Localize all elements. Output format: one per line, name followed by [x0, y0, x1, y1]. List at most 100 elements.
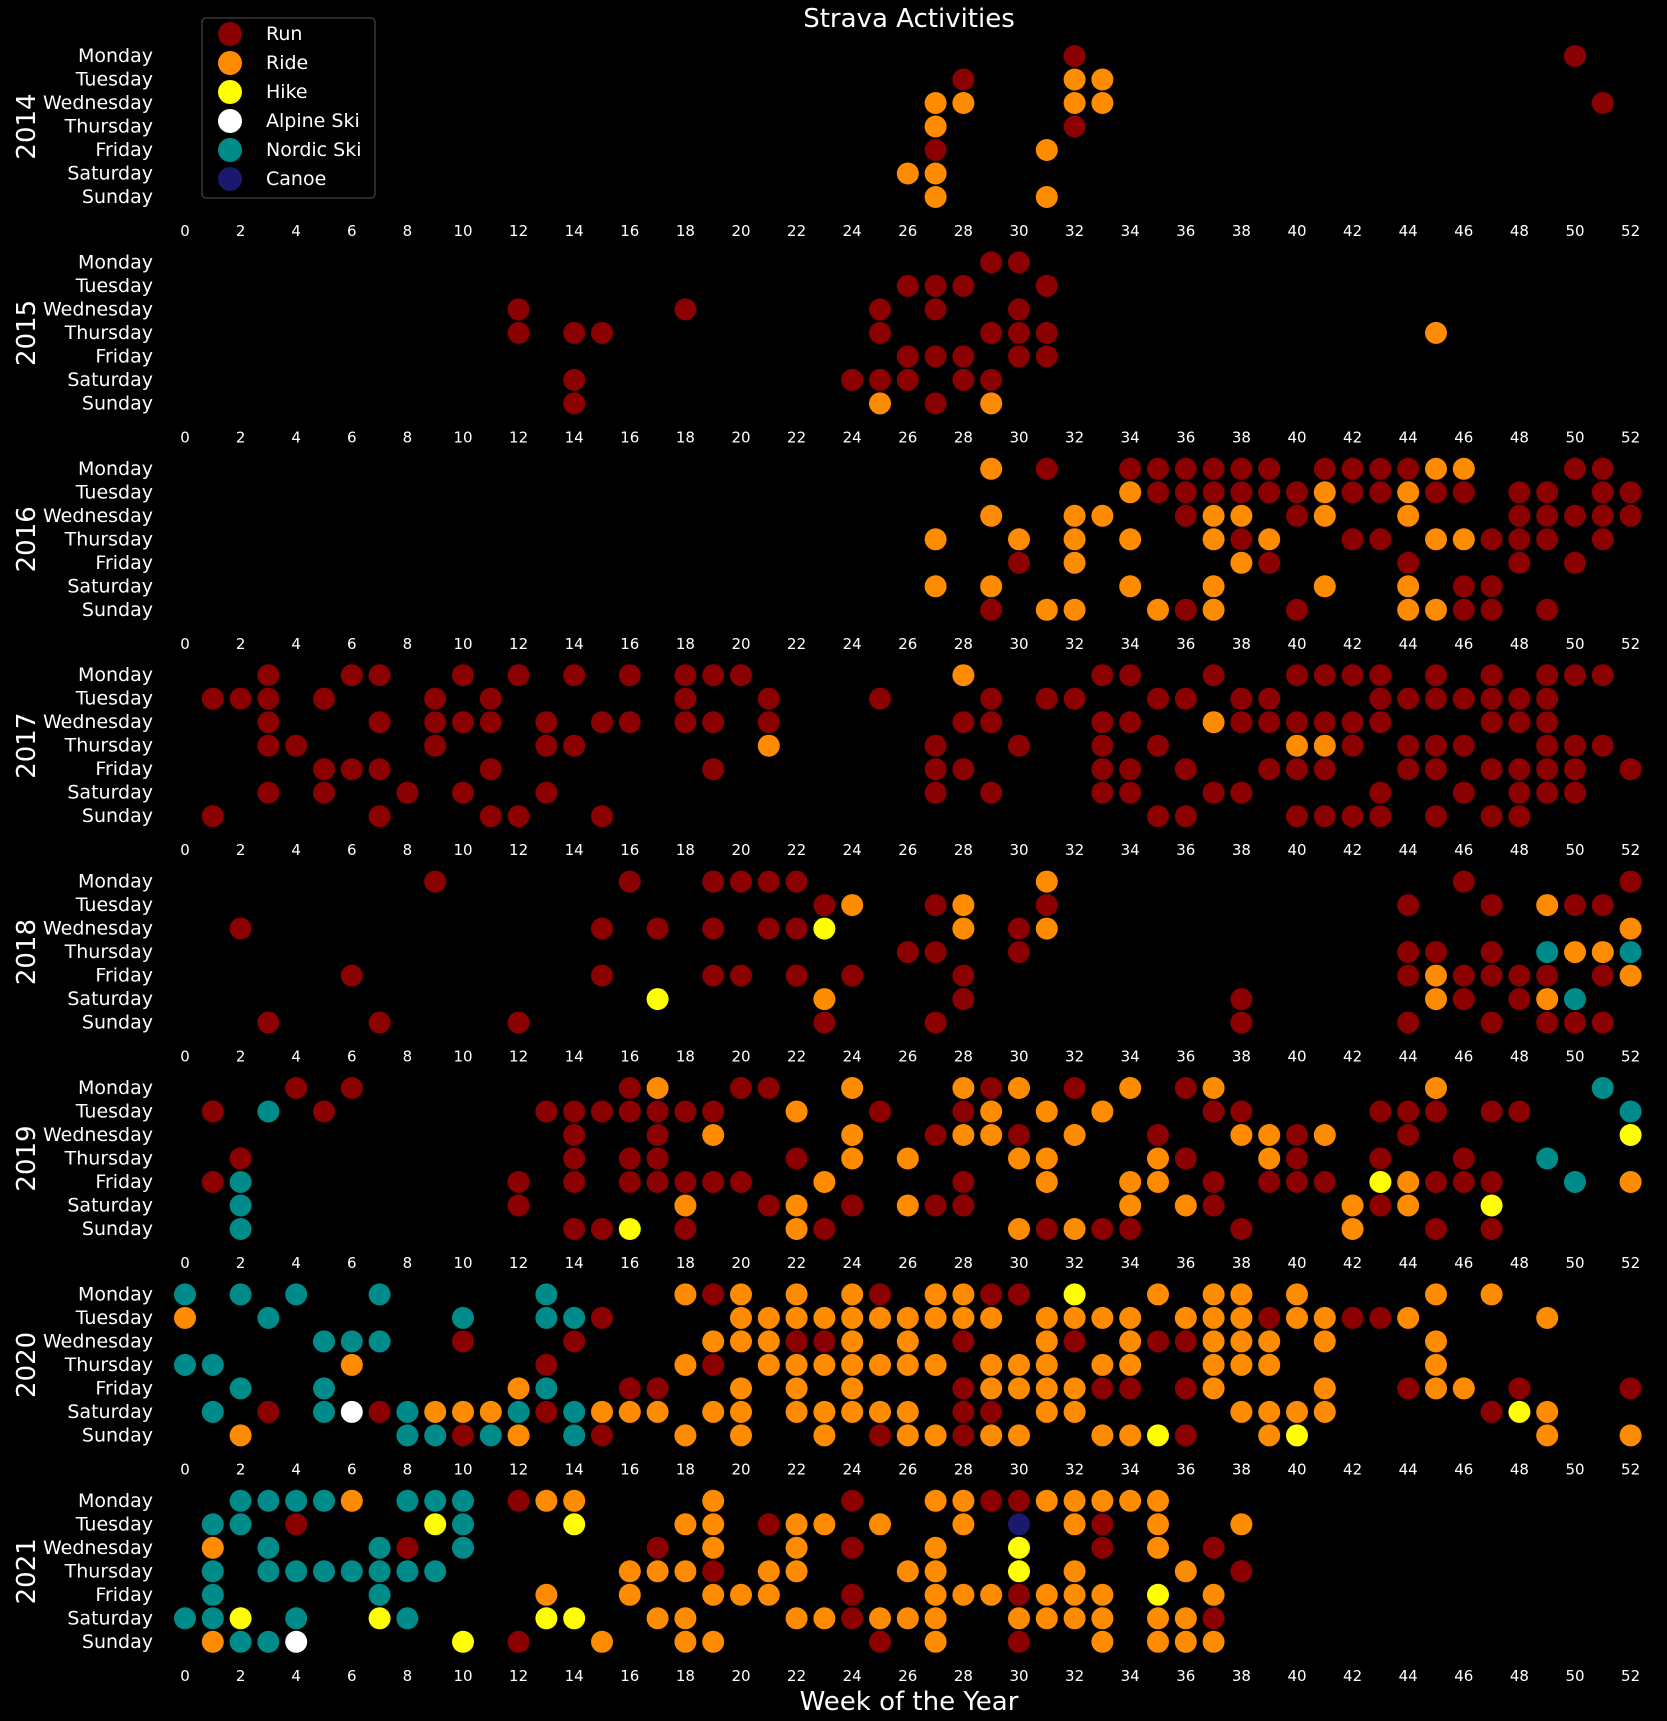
activity-point-ride [785, 1607, 808, 1630]
activity-point-hike [1508, 1400, 1531, 1423]
activity-point-run [479, 758, 502, 781]
activity-point-run [1230, 711, 1253, 734]
activity-point-ride [924, 1424, 947, 1447]
activity-point-run [1313, 457, 1336, 480]
activity-point-run [1369, 528, 1392, 551]
x-tick-label: 2 [236, 1048, 246, 1066]
activity-point-run [1174, 1377, 1197, 1400]
day-label: Friday [95, 345, 153, 367]
x-tick-label: 36 [1176, 1460, 1195, 1478]
activity-point-run [1258, 687, 1281, 710]
activity-point-run [1174, 1424, 1197, 1447]
activity-point-ride [1397, 598, 1420, 621]
x-tick-label: 8 [403, 222, 413, 240]
day-label: Thursday [64, 941, 153, 963]
activity-point-ride [1063, 1377, 1086, 1400]
x-tick-label: 26 [898, 222, 917, 240]
activity-point-run [591, 321, 613, 344]
activity-point-run [896, 941, 919, 964]
activity-point-run [924, 298, 947, 321]
activity-point-ride [813, 1513, 836, 1536]
activity-point-nordic-ski [1619, 941, 1642, 964]
activity-point-ride [702, 1330, 725, 1353]
activity-point-ride [702, 1400, 725, 1423]
activity-point-run [1564, 664, 1586, 687]
activity-point-run [702, 1171, 725, 1193]
year-panels: 2014MondayTuesdayWednesdayThursdayFriday… [12, 45, 1642, 1685]
activity-point-hike [535, 1607, 558, 1630]
x-tick-label: 50 [1565, 1048, 1584, 1066]
activity-point-ride [952, 92, 975, 114]
activity-point-run [1369, 781, 1392, 804]
x-tick-label: 38 [1232, 1460, 1251, 1478]
activity-point-run [1480, 1011, 1503, 1034]
activity-point-run [1536, 964, 1559, 987]
activity-point-nordic-ski [1564, 988, 1586, 1011]
activity-point-ride [1035, 1353, 1058, 1376]
x-tick-label: 26 [898, 428, 917, 446]
x-tick-label: 42 [1343, 1667, 1362, 1685]
activity-point-run [1591, 734, 1614, 757]
activity-point-run [952, 368, 975, 391]
activity-point-run [1091, 758, 1114, 781]
activity-point-hike [1147, 1583, 1169, 1606]
x-tick-label: 10 [453, 1048, 472, 1066]
activity-point-run [924, 139, 947, 161]
activity-point-run [1619, 758, 1642, 781]
x-tick-label: 38 [1232, 222, 1251, 240]
activity-point-run [702, 758, 725, 781]
activity-point-nordic-ski [174, 1353, 196, 1376]
year-label: 2015 [12, 300, 42, 366]
activity-point-nordic-ski [313, 1400, 335, 1423]
activity-point-ride [1397, 504, 1420, 527]
activity-point-run [730, 964, 752, 987]
activity-point-run [1508, 1377, 1531, 1400]
activity-point-run [869, 298, 891, 321]
activity-point-run [285, 1077, 308, 1099]
x-tick-label: 24 [843, 222, 862, 240]
activity-point-run [1480, 894, 1503, 917]
activity-point-run [1063, 1330, 1086, 1353]
activity-point-run [1369, 457, 1392, 480]
activity-point-ride [229, 1424, 252, 1447]
activity-point-ride [1119, 1306, 1142, 1329]
activity-point-run [257, 734, 280, 757]
activity-point-ride [1035, 598, 1058, 621]
day-label: Tuesday [75, 481, 153, 503]
activity-point-run [1008, 1583, 1030, 1606]
activity-point-ride [924, 115, 947, 138]
activity-point-run [1369, 1100, 1392, 1123]
x-tick-label: 22 [787, 635, 806, 653]
activity-point-run [1230, 1011, 1253, 1034]
activity-point-ride [1480, 1283, 1503, 1306]
activity-point-run [257, 1011, 280, 1034]
activity-point-ride [1174, 1607, 1197, 1630]
activity-point-run [1230, 481, 1253, 504]
activity-point-ride [896, 1607, 919, 1630]
activity-point-ride [1619, 917, 1642, 940]
x-tick-label: 52 [1621, 1048, 1640, 1066]
x-tick-label: 4 [291, 222, 301, 240]
activity-point-ride [1147, 1513, 1169, 1536]
x-tick-label: 34 [1121, 1667, 1140, 1685]
x-tick-label: 44 [1399, 841, 1418, 859]
day-label: Friday [95, 1584, 153, 1606]
activity-point-run [618, 1147, 641, 1170]
activity-point-ride [674, 1424, 697, 1447]
activity-point-ride [980, 575, 1003, 598]
activity-point-run [1480, 598, 1503, 621]
activity-point-ride [980, 1353, 1003, 1376]
activity-point-ride [1091, 1607, 1114, 1630]
activity-point-run [563, 664, 586, 687]
activity-point-ride [1174, 1630, 1197, 1653]
day-label: Wednesday [43, 92, 153, 114]
x-tick-label: 30 [1009, 1254, 1028, 1272]
activity-point-run [1536, 781, 1559, 804]
activity-point-canoe [1008, 1513, 1030, 1536]
activity-point-run [1286, 711, 1308, 734]
activity-point-run [924, 734, 947, 757]
activity-point-ride [1230, 1400, 1253, 1423]
x-tick-label: 6 [347, 428, 357, 446]
activity-point-ride [869, 392, 891, 415]
activity-point-run [1091, 1218, 1114, 1240]
